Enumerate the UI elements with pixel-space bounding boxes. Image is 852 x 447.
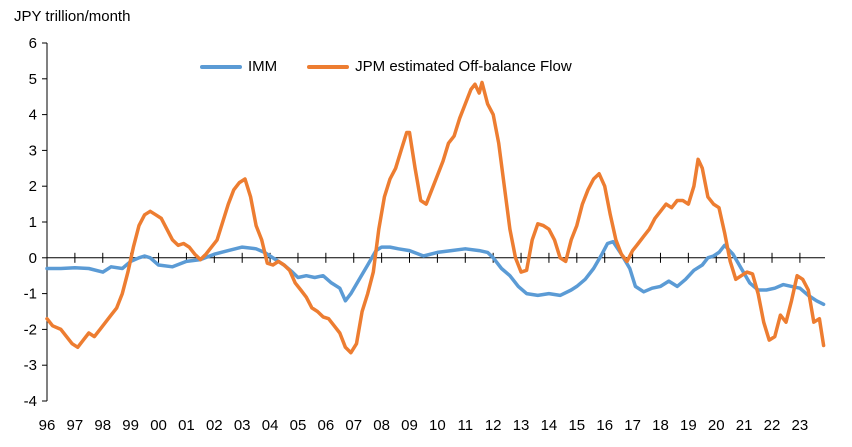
x-tick-label: 10 [429, 417, 446, 434]
legend-swatch-jpm [307, 64, 350, 69]
y-tick-label: -3 [24, 357, 37, 374]
y-axis-unit-label: JPY trillion/month [14, 8, 131, 25]
x-tick-label: 06 [318, 417, 335, 434]
legend-item-jpm: JPM estimated Off-balance Flow [307, 58, 572, 75]
x-tick-label: 02 [206, 417, 223, 434]
chart-legend: IMM JPM estimated Off-balance Flow [200, 58, 602, 75]
legend-swatch-imm [200, 64, 242, 69]
x-tick-label: 17 [624, 417, 641, 434]
x-tick-label: 01 [178, 417, 195, 434]
x-tick-label: 12 [485, 417, 502, 434]
y-tick-label: -1 [24, 286, 37, 303]
x-tick-label: 07 [345, 417, 362, 434]
y-tick-label: 0 [29, 250, 37, 267]
x-tick-label: 13 [513, 417, 530, 434]
series-line-imm [45, 239, 826, 307]
legend-item-imm: IMM [200, 58, 277, 75]
y-tick-label: 3 [29, 142, 37, 159]
y-tick-label: 1 [29, 214, 37, 231]
x-tick-label: 20 [708, 417, 725, 434]
y-tick-label: 6 [29, 35, 37, 52]
x-tick-label: 14 [541, 417, 558, 434]
series-line-jpm [45, 80, 826, 355]
y-tick-label: -2 [24, 321, 37, 338]
x-tick-label: 97 [67, 417, 84, 434]
y-tick-label: 4 [29, 107, 37, 124]
x-tick-label: 11 [457, 417, 473, 434]
x-tick-label: 16 [596, 417, 613, 434]
x-tick-label: 05 [290, 417, 307, 434]
y-tick-label: 2 [29, 178, 37, 195]
legend-label-jpm: JPM estimated Off-balance Flow [355, 58, 572, 75]
x-tick-label: 00 [150, 417, 167, 434]
x-tick-label: 18 [652, 417, 669, 434]
x-tick-label: 22 [764, 417, 781, 434]
x-tick-label: 04 [262, 417, 279, 434]
x-tick-label: 19 [680, 417, 697, 434]
x-tick-label: 98 [94, 417, 111, 434]
x-tick-label: 09 [401, 417, 418, 434]
x-tick-label: 08 [373, 417, 390, 434]
legend-label-imm: IMM [248, 58, 278, 75]
x-tick-label: 96 [39, 417, 56, 434]
x-tick-label: 99 [122, 417, 139, 434]
x-tick-label: 23 [792, 417, 809, 434]
x-tick-label: 15 [568, 417, 585, 434]
x-tick-label: 21 [736, 417, 753, 434]
x-tick-label: 03 [234, 417, 251, 434]
y-tick-label: -4 [24, 393, 37, 410]
y-tick-label: 5 [29, 71, 37, 88]
